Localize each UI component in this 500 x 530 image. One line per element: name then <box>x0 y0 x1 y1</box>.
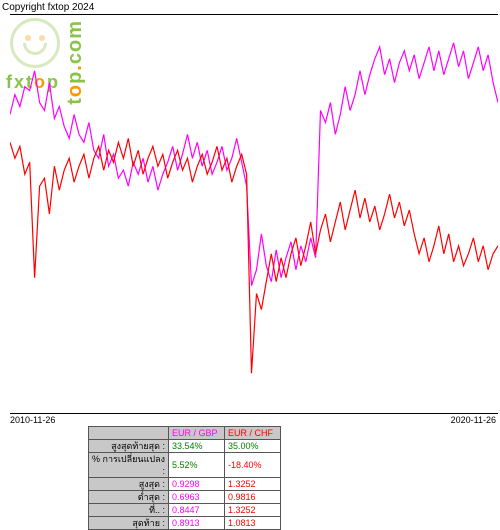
cell-chf: 35.00% <box>225 440 281 453</box>
cell-label: สุดท้าย : <box>89 517 169 530</box>
chart-area <box>10 14 498 414</box>
cell-chf: 0.9816 <box>225 491 281 504</box>
cell-gbp: 0.8913 <box>169 517 225 530</box>
cell-label: ที่.. : <box>89 504 169 517</box>
cell-chf: 1.3252 <box>225 478 281 491</box>
cell-gbp: 5.52% <box>169 453 225 478</box>
cell-header-gbp: EUR / GBP <box>169 427 225 440</box>
cell-gbp: 33.54% <box>169 440 225 453</box>
cell-label: สูงสุดท้ายสุด : <box>89 440 169 453</box>
copyright-text: Copyright fxtop 2024 <box>2 2 94 13</box>
cell-gbp: 0.9298 <box>169 478 225 491</box>
table-row: สูงสุดท้ายสุด :33.54%35.00% <box>89 440 281 453</box>
cell-header-chf: EUR / CHF <box>225 427 281 440</box>
cell-chf: -18.40% <box>225 453 281 478</box>
line-eur-gbp <box>10 43 498 286</box>
cell-chf: 1.3252 <box>225 504 281 517</box>
table-row: ที่.. :0.84471.3252 <box>89 504 281 517</box>
table-row: ต่ำสุด :0.69630.9816 <box>89 491 281 504</box>
table-row: % การเปลี่ยนแปลง :5.52%-18.40% <box>89 453 281 478</box>
cell-chf: 1.0813 <box>225 517 281 530</box>
line-eur-chf <box>10 138 498 373</box>
cell-label: สูงสุด : <box>89 478 169 491</box>
cell-gbp: 0.6963 <box>169 491 225 504</box>
cell-label: ต่ำสุด : <box>89 491 169 504</box>
x-axis-end: 2020-11-26 <box>451 415 496 425</box>
table-row: สุดท้าย :0.89131.0813 <box>89 517 281 530</box>
cell-label: % การเปลี่ยนแปลง : <box>89 453 169 478</box>
table-row: EUR / GBPEUR / CHF <box>89 427 281 440</box>
chart-svg <box>10 15 498 413</box>
table-row: สูงสุด :0.92981.3252 <box>89 478 281 491</box>
x-axis-start: 2010-11-26 <box>10 415 55 425</box>
summary-table: EUR / GBPEUR / CHFสูงสุดท้ายสุด :33.54%3… <box>88 426 281 530</box>
cell-label <box>89 427 169 440</box>
cell-gbp: 0.8447 <box>169 504 225 517</box>
